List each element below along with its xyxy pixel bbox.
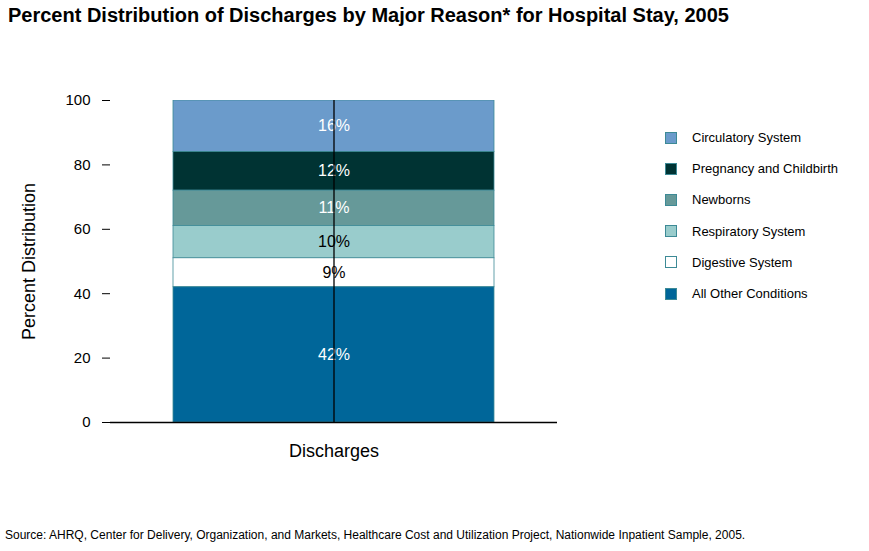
svg-text:Percent Distribution: Percent Distribution [19,183,39,340]
svg-text:40: 40 [74,285,91,302]
svg-text:80: 80 [74,156,91,173]
html-text:All Other Conditions: All Other Conditions [692,286,808,301]
svg-text:20: 20 [74,349,91,366]
html-text:Pregnancy and Childbirth: Pregnancy and Childbirth [692,161,838,177]
svg-text:16%: 16% [318,117,350,135]
html-text:Respiratory System: Respiratory System [692,223,806,239]
svg-text:42%: 42% [318,346,350,363]
svg-text:60: 60 [74,220,91,237]
html-text:Circulatory System: Circulatory System [692,130,802,146]
html-text:Digestive System: Digestive System [692,254,793,270]
svg-text:100: 100 [65,91,90,108]
svg-text:0: 0 [82,413,90,430]
svg-text:12%: 12% [318,162,350,180]
html-text:Newborns: Newborns [692,192,751,208]
svg-text:Discharges: Discharges [289,441,379,461]
svg-text:9%: 9% [322,263,346,281]
svg-text:11%: 11% [318,199,350,217]
html-text:Source: AHRQ, Center for Deliv: Source: AHRQ, Center for Delivery, Organ… [5,528,746,542]
svg-text:10%: 10% [318,233,350,251]
html-text:Percent Distribution of Discha: Percent Distribution of Discharges by Ma… [8,4,729,26]
